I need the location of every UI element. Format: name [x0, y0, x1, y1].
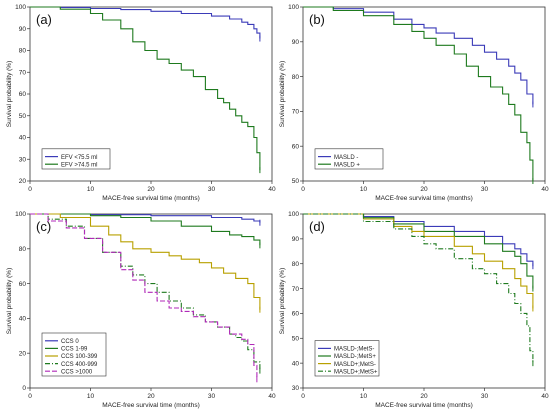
series-line-4 — [303, 213, 534, 364]
y-axis-title: Survival probability (%) — [6, 61, 13, 127]
series-line-1 — [303, 213, 534, 267]
y-tick-label: 100 — [15, 4, 26, 11]
panel-label: (b) — [309, 12, 325, 27]
legend-box — [314, 148, 384, 170]
y-tick-label: 100 — [288, 211, 299, 218]
y-tick-label: 20 — [19, 350, 27, 357]
y-tick-label: 50 — [19, 113, 27, 120]
y-tick-label: 70 — [292, 286, 300, 293]
y-tick-label: 40 — [19, 316, 27, 323]
legend-label: CCS >1000 — [61, 369, 93, 375]
y-tick-label: 20 — [19, 178, 27, 185]
legend-label: CCS 400-999 — [61, 362, 98, 368]
y-tick-label: 100 — [15, 211, 26, 218]
x-tick-label: 40 — [541, 186, 549, 193]
y-tick-label: 40 — [292, 360, 300, 367]
legend-label: EFV <75.5 ml — [61, 155, 98, 161]
series-line-2 — [303, 6, 534, 181]
x-tick-label: 20 — [420, 186, 428, 193]
y-tick-label: 90 — [292, 39, 300, 46]
x-tick-label: 10 — [87, 186, 95, 193]
series-line-3 — [303, 213, 534, 309]
legend-label: CCS 100-399 — [61, 354, 98, 360]
chart-panel-4: 0 10 20 30 40 30 40 50 60 70 80 90 100 MACE-free surv… — [279, 211, 549, 409]
x-tick-label: 0 — [28, 393, 32, 400]
legend-box — [41, 148, 111, 170]
y-tick-label: 80 — [19, 48, 27, 55]
series-line-1 — [303, 6, 534, 105]
legend-label: CCS 0 — [61, 339, 79, 345]
panel-label: (d) — [309, 219, 325, 234]
x-tick-label: 10 — [87, 393, 95, 400]
x-tick-label: 20 — [147, 393, 155, 400]
y-tick-label: 80 — [292, 261, 300, 268]
x-axis-title: MACE-free survival time (months) — [375, 195, 473, 202]
x-tick-label: 40 — [541, 393, 549, 400]
y-tick-label: 70 — [292, 109, 300, 116]
chart-panel-1: 0 10 20 30 40 20 30 40 50 60 70 80 90 100 MACE-free su… — [6, 4, 276, 202]
series-line-5 — [30, 213, 258, 380]
series-line-2 — [30, 6, 261, 171]
legend-label: MASLD+;MetS+ — [334, 369, 378, 375]
series-line-2 — [303, 213, 534, 289]
series-line-1 — [30, 213, 261, 223]
series-line-2 — [30, 213, 261, 246]
legend-label: MASLD+;MetS- — [334, 362, 376, 368]
chart-panel-2: 0 10 20 30 40 50 60 70 80 90 100 MACE-free survival… — [279, 4, 549, 202]
x-tick-label: 10 — [360, 393, 368, 400]
x-tick-label: 30 — [481, 186, 489, 193]
x-axis-title: MACE-free survival time (months) — [102, 195, 200, 202]
x-tick-label: 0 — [28, 186, 32, 193]
x-tick-label: 30 — [208, 393, 216, 400]
y-tick-label: 30 — [19, 156, 27, 163]
x-axis-title: MACE-free survival time (months) — [375, 402, 473, 409]
panel-label: (c) — [36, 219, 51, 234]
legend-label: MASLD-;MetS+ — [334, 354, 376, 360]
y-tick-label: 30 — [292, 385, 300, 392]
legend-label: EFV >74.5 ml — [61, 162, 98, 168]
y-tick-label: 60 — [292, 311, 300, 318]
y-tick-label: 60 — [292, 143, 300, 150]
chart-panel-3: 0 10 20 30 40 0 20 40 60 80 100 MACE-free survival … — [6, 211, 276, 409]
y-tick-label: 90 — [19, 26, 27, 33]
x-tick-label: 20 — [420, 393, 428, 400]
y-tick-label: 60 — [19, 281, 27, 288]
series-line-3 — [30, 213, 261, 310]
legend-label: MASLD-;MetS- — [334, 347, 374, 353]
x-tick-label: 30 — [481, 393, 489, 400]
y-tick-label: 40 — [19, 135, 27, 142]
legend-label: MASLD + — [334, 162, 360, 168]
y-tick-label: 60 — [19, 91, 27, 98]
x-axis-title: MACE-free survival time (months) — [102, 402, 200, 409]
y-axis-title: Survival probability (%) — [6, 268, 13, 334]
y-tick-label: 80 — [19, 246, 27, 253]
x-tick-label: 40 — [268, 393, 276, 400]
y-axis-title: Survival probability (%) — [279, 61, 286, 127]
legend-box — [41, 332, 107, 377]
legend-label: CCS 1-99 — [61, 347, 88, 353]
x-tick-label: 30 — [208, 186, 216, 193]
y-tick-label: 50 — [292, 335, 300, 342]
y-tick-label: 0 — [22, 385, 26, 392]
y-tick-label: 80 — [292, 74, 300, 81]
legend-label: MASLD - — [334, 155, 358, 161]
y-tick-label: 50 — [292, 178, 300, 185]
x-tick-label: 0 — [301, 393, 305, 400]
y-tick-label: 90 — [292, 236, 300, 243]
y-tick-label: 100 — [288, 4, 299, 11]
panel-label: (a) — [36, 12, 52, 27]
x-tick-label: 20 — [147, 186, 155, 193]
y-axis-title: Survival probability (%) — [279, 268, 286, 334]
x-tick-label: 40 — [268, 186, 276, 193]
x-tick-label: 10 — [360, 186, 368, 193]
y-tick-label: 70 — [19, 69, 27, 76]
legend-box — [314, 340, 380, 377]
x-tick-label: 0 — [301, 186, 305, 193]
series-line-1 — [30, 6, 261, 39]
